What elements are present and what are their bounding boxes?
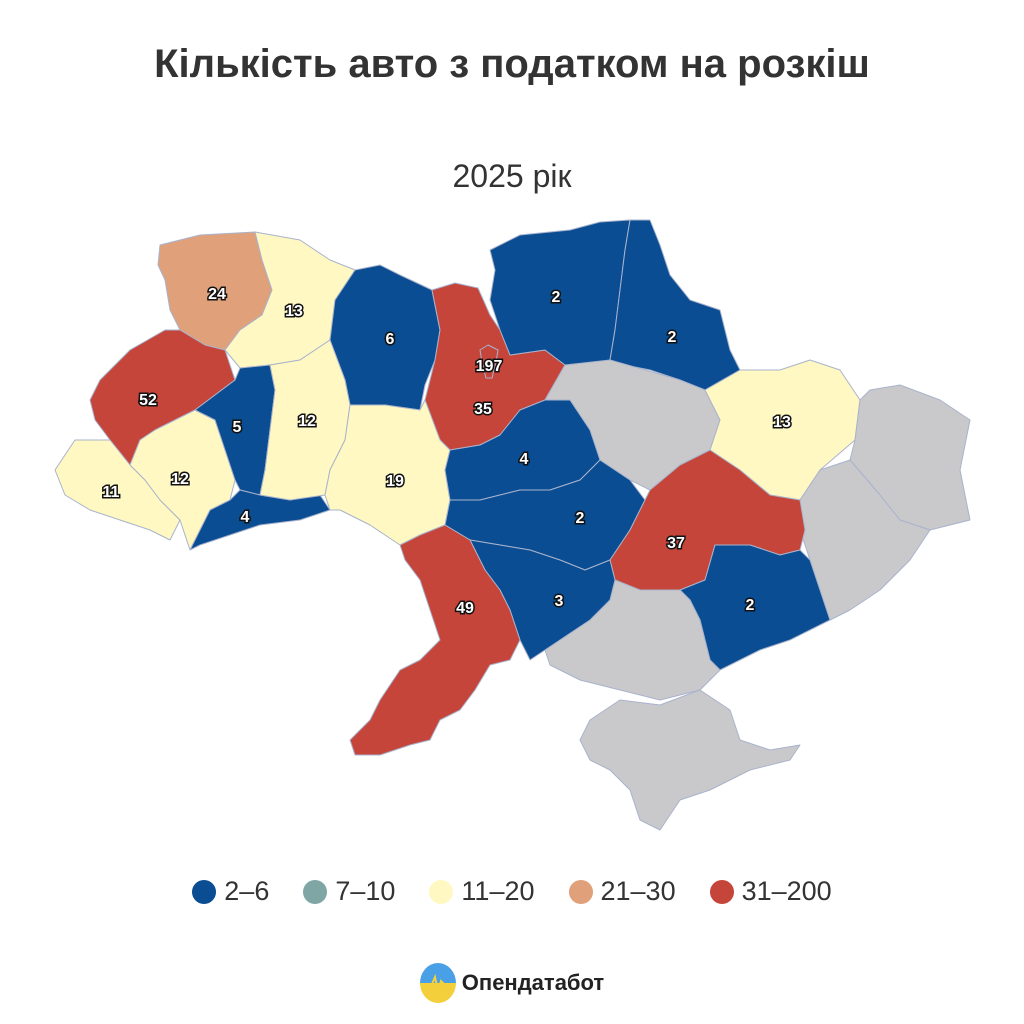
region-kyiv-city-value-label: 197: [476, 358, 503, 375]
region-odesa: [349, 524, 521, 756]
brand-name: Опендатабот: [461, 970, 605, 995]
legend-swatch: [429, 879, 454, 904]
region-odesa-value-label: 49: [456, 600, 474, 617]
region-kyiv-oblast-value-label: 35: [474, 401, 492, 418]
region-kyiv-city: [479, 344, 499, 379]
legend-item: 11–20: [429, 876, 535, 907]
region-mykolaiv-value-label: 3: [555, 593, 564, 610]
legend-item: 31–200: [709, 876, 832, 907]
legend-swatch: [192, 879, 217, 904]
legend-label: 2–6: [224, 876, 270, 906]
legend-label: 11–20: [461, 876, 535, 906]
region-cherkasy-value-label: 4: [520, 451, 529, 468]
opendatabot-logo-icon: [419, 963, 456, 1003]
legend-label: 21–30: [600, 876, 676, 906]
legend-item: 2–6: [192, 876, 269, 907]
region-chernihiv-value-label: 2: [552, 289, 561, 306]
region-kharkiv-value-label: 13: [773, 414, 791, 431]
region-ternopil-value-label: 5: [233, 419, 242, 436]
legend-item: 21–30: [568, 876, 676, 907]
region-kirovohrad-value-label: 2: [576, 510, 585, 527]
region-zaporizhzhia-value-label: 2: [746, 597, 755, 614]
region-rivne-value-label: 13: [285, 303, 303, 320]
brand-logo: Опендатабот: [0, 963, 1024, 1003]
region-ivano-frankivsk-value-label: 12: [171, 471, 189, 488]
region-sumy-value-label: 2: [668, 329, 677, 346]
legend-label: 31–200: [741, 876, 832, 906]
region-volyn-value-label: 24: [208, 286, 226, 303]
legend-item: 7–10: [303, 876, 395, 907]
region-sumy: [609, 219, 741, 391]
map-subtitle: 2025 рік: [452, 158, 572, 194]
legend-swatch: [303, 879, 328, 904]
map-title: Кількість авто з податком на розкіш: [154, 42, 870, 86]
legend-swatch: [568, 879, 593, 904]
region-dnipropetrovsk-value-label: 37: [667, 535, 685, 552]
region-khmelnytskyi-value-label: 12: [298, 413, 316, 430]
region-lviv-value-label: 52: [139, 392, 157, 409]
legend-swatch: [709, 879, 734, 904]
legend-label: 7–10: [335, 876, 396, 906]
region-vinnytsia-value-label: 19: [386, 473, 404, 490]
region-zhytomyr-value-label: 6: [386, 331, 395, 348]
legend: 2–6 7–10 11–20 21–30 31–200: [0, 876, 1024, 907]
region-chernivtsi-value-label: 4: [241, 509, 250, 526]
region-zakarpattia-value-label: 11: [103, 484, 120, 501]
region-ivano-frankivsk: [129, 409, 236, 551]
region-crimea: [579, 689, 801, 831]
